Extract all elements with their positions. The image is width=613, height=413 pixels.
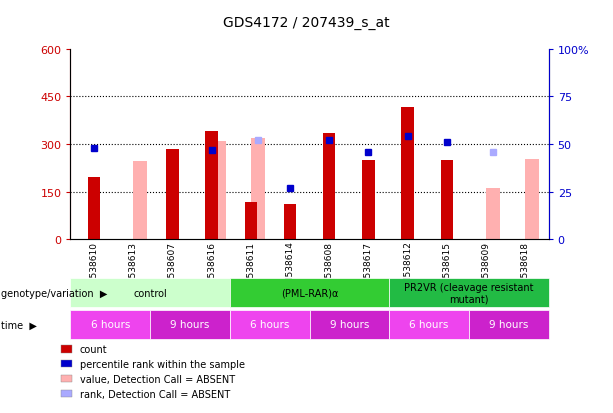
Bar [402,108,414,240]
Bar [251,139,265,240]
Text: 6 hours: 6 hours [91,320,130,330]
Text: count: count [80,344,107,354]
Text: (PML-RAR)α: (PML-RAR)α [281,288,338,298]
Bar [245,202,257,240]
Bar [525,160,539,240]
Text: 6 hours: 6 hours [409,320,449,330]
Text: 9 hours: 9 hours [330,320,369,330]
Bar [133,162,147,240]
Text: 9 hours: 9 hours [489,320,528,330]
Text: 9 hours: 9 hours [170,320,210,330]
Bar [441,160,453,240]
Text: percentile rank within the sample: percentile rank within the sample [80,359,245,369]
Bar [88,178,100,240]
Text: time  ▶: time ▶ [1,320,37,330]
Bar [205,132,218,240]
Bar [284,204,296,240]
Text: rank, Detection Call = ABSENT: rank, Detection Call = ABSENT [80,389,230,399]
Text: control: control [133,288,167,298]
Bar [486,188,500,240]
Text: value, Detection Call = ABSENT: value, Detection Call = ABSENT [80,374,235,384]
Bar [362,160,375,240]
Text: PR2VR (cleavage resistant
mutant): PR2VR (cleavage resistant mutant) [404,282,534,304]
Text: genotype/variation  ▶: genotype/variation ▶ [1,288,108,298]
Bar [166,150,178,240]
Bar [323,133,335,240]
Bar [211,141,226,240]
Text: GDS4172 / 207439_s_at: GDS4172 / 207439_s_at [223,16,390,30]
Text: 6 hours: 6 hours [250,320,289,330]
